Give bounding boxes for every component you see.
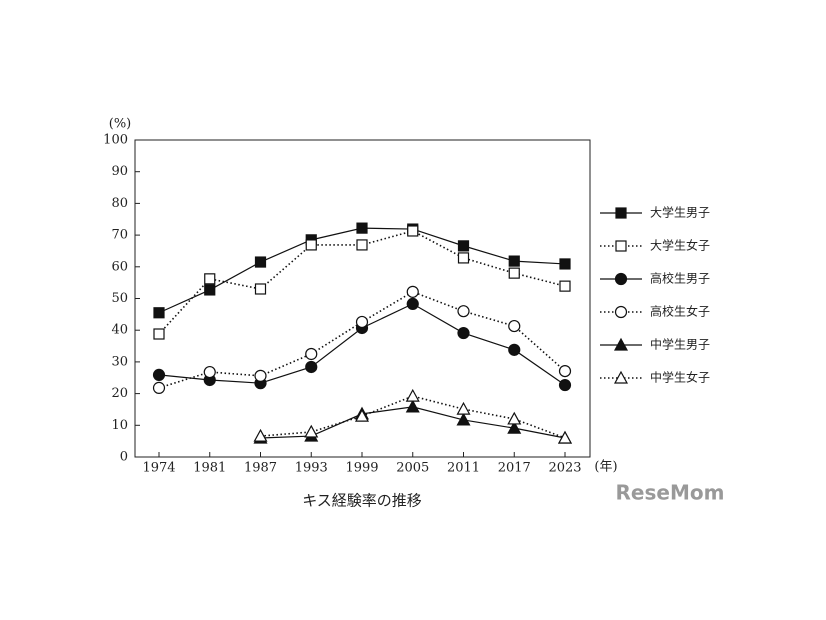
marker	[354, 408, 370, 422]
marker	[613, 370, 629, 384]
legend-label: 大学生女子	[650, 238, 710, 253]
marker	[152, 381, 166, 394]
marker	[305, 360, 318, 374]
marker	[204, 273, 216, 285]
legend-label: 大学生男子	[650, 205, 710, 220]
x-tick-label: 1987	[244, 461, 277, 476]
marker	[508, 319, 521, 333]
x-tick-label: 1974	[142, 461, 175, 476]
chart-title: キス経験率の推移	[302, 492, 422, 510]
marker	[557, 430, 573, 444]
marker	[507, 420, 522, 434]
marker	[153, 307, 165, 319]
legend-label: 中学生女子	[650, 370, 710, 385]
x-tick-label: 2017	[498, 461, 531, 476]
marker	[457, 326, 470, 340]
marker	[614, 305, 628, 319]
marker	[456, 401, 471, 415]
marker	[507, 411, 522, 425]
marker	[508, 267, 520, 279]
marker	[254, 283, 267, 295]
marker	[355, 315, 369, 329]
marker	[204, 284, 216, 296]
marker	[254, 369, 267, 382]
marker	[457, 240, 470, 252]
marker	[356, 222, 368, 234]
marker	[305, 347, 318, 361]
marker	[405, 388, 420, 402]
y-tick-label: 90	[111, 164, 128, 179]
marker	[457, 252, 470, 264]
x-tick-label: 2023	[548, 461, 581, 476]
marker	[253, 428, 268, 442]
marker	[559, 258, 571, 270]
marker	[356, 239, 368, 251]
marker	[406, 297, 419, 310]
marker	[558, 378, 572, 392]
marker	[405, 399, 420, 413]
marker	[615, 240, 627, 252]
marker	[254, 256, 267, 268]
x-tick-label: 1981	[193, 461, 226, 476]
marker	[304, 424, 319, 438]
x-tick-label: 1993	[295, 461, 328, 476]
y-axis-label: (%)	[109, 117, 132, 132]
marker	[456, 412, 471, 426]
x-axis-label: (年)	[594, 460, 617, 475]
x-tick-label: 1999	[345, 461, 378, 476]
marker	[153, 328, 165, 340]
x-tick-label: 2005	[396, 461, 429, 476]
y-tick-label: 20	[111, 386, 128, 401]
marker	[614, 272, 628, 286]
watermark: ReseMom	[616, 481, 725, 505]
marker	[457, 305, 470, 318]
y-tick-label: 30	[111, 354, 128, 369]
marker	[152, 368, 166, 381]
series-line	[158, 290, 566, 389]
marker	[406, 285, 419, 298]
marker	[407, 225, 419, 237]
marker	[508, 343, 521, 356]
legend-label: 高校生女子	[650, 304, 710, 319]
legend-label: 中学生男子	[650, 337, 710, 352]
marker	[558, 364, 572, 378]
marker	[508, 255, 520, 267]
marker	[613, 337, 629, 351]
y-tick-label: 0	[120, 450, 128, 465]
y-tick-label: 40	[111, 323, 128, 338]
y-tick-label: 100	[103, 133, 128, 148]
legend-label: 高校生男子	[650, 271, 710, 286]
x-tick-label: 2011	[447, 461, 480, 476]
y-tick-label: 80	[111, 196, 128, 211]
marker	[203, 365, 216, 379]
y-tick-label: 70	[111, 228, 128, 243]
marker	[615, 207, 627, 219]
y-tick-label: 10	[111, 418, 128, 433]
y-tick-label: 50	[111, 291, 128, 306]
marker	[305, 239, 317, 251]
y-tick-label: 60	[111, 259, 128, 274]
marker	[559, 280, 571, 292]
